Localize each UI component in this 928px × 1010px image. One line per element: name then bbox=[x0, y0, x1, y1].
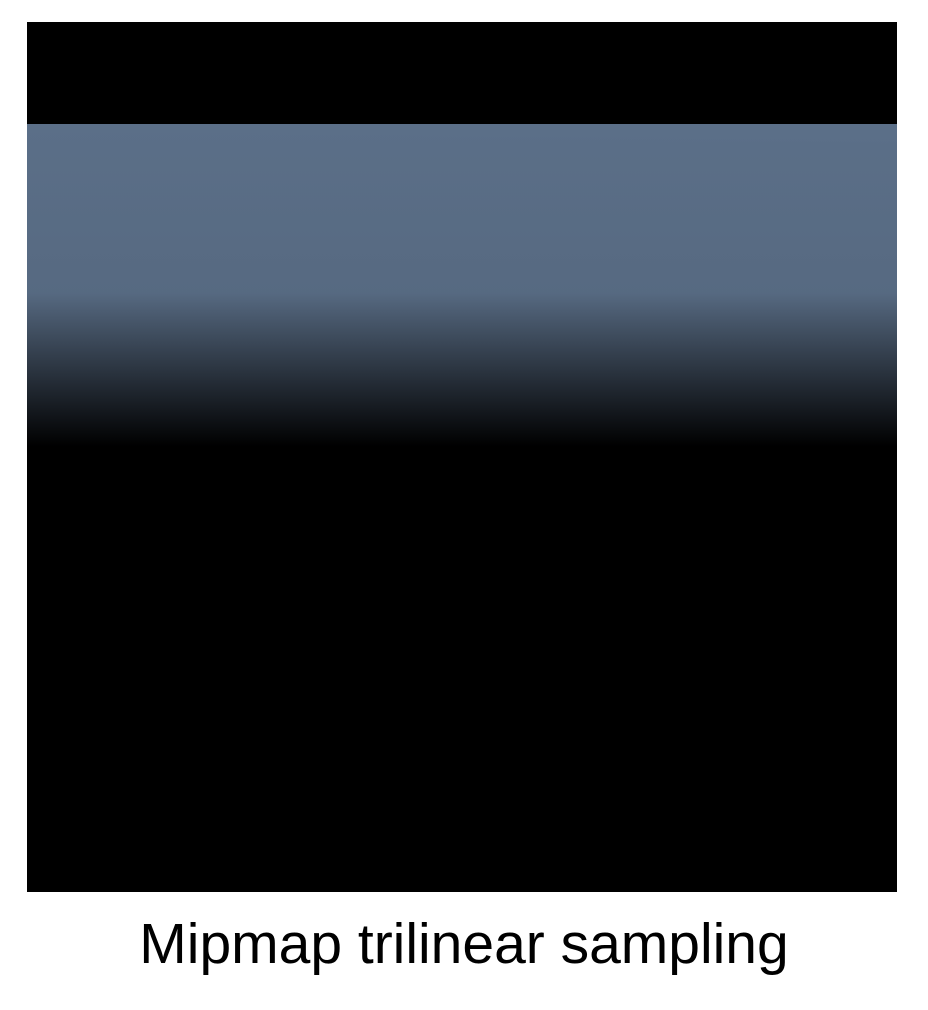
image-caption: Mipmap trilinear sampling bbox=[139, 912, 789, 976]
texture-render-view bbox=[27, 22, 897, 892]
perspective-grid-floor bbox=[27, 22, 897, 892]
sky-background bbox=[27, 22, 897, 124]
horizon-haze bbox=[27, 124, 897, 892]
